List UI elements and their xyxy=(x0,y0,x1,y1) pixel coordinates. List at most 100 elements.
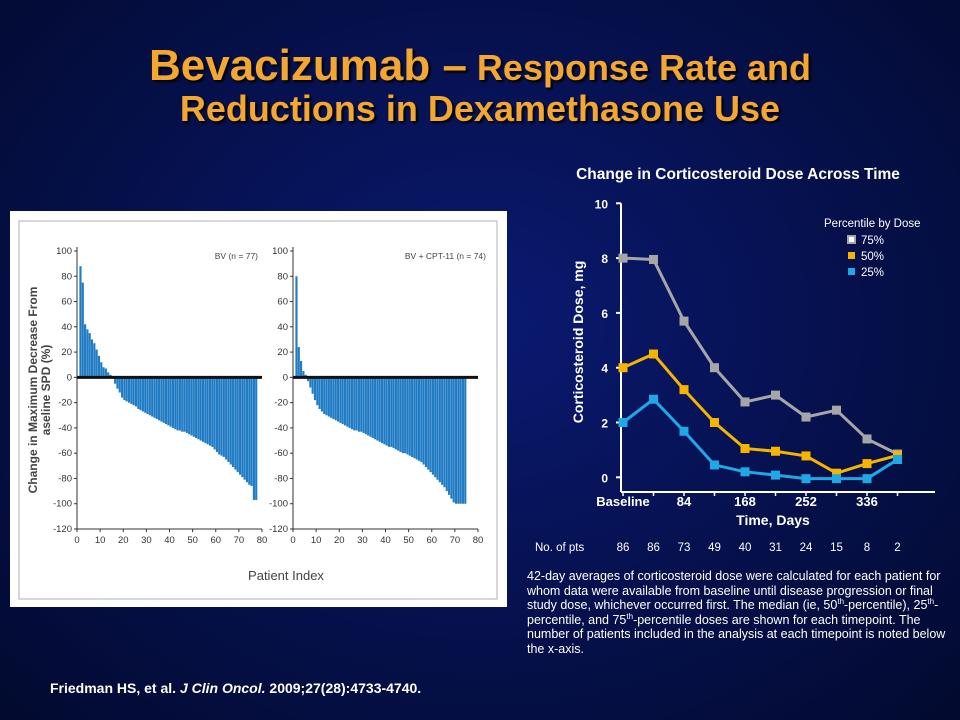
waterfall-bar xyxy=(127,377,131,403)
series-marker-50pct xyxy=(679,385,689,395)
caption-text-3: -percentile, and 75 xyxy=(527,598,939,627)
waterfall-bar xyxy=(371,377,374,439)
waterfall-y-axis-label-line2: aseline SPD (%) xyxy=(39,345,53,436)
waterfall-bar xyxy=(229,377,232,465)
waterfall-bar xyxy=(215,377,218,452)
waterfall-bar xyxy=(204,377,207,444)
caption-text-1: 42-day averages of corticosteroid dose w… xyxy=(527,569,941,612)
waterfall-bar xyxy=(327,377,330,417)
waterfall-x-tick-label: 50 xyxy=(187,535,198,546)
series-line-25pct xyxy=(622,397,899,481)
waterfall-bar xyxy=(454,377,458,504)
waterfall-bar xyxy=(211,377,214,447)
waterfall-bar xyxy=(360,377,363,432)
waterfall-bar xyxy=(443,377,446,488)
waterfall-y-tick-label: -100 xyxy=(269,499,288,510)
waterfall-bar xyxy=(81,282,84,378)
citation: Friedman HS, et al. J Clin Oncol. 2009;2… xyxy=(50,680,421,696)
waterfall-bar xyxy=(337,377,340,422)
series-marker-50pct xyxy=(649,349,659,359)
waterfall-bar xyxy=(364,377,367,435)
waterfall-bar xyxy=(181,377,184,432)
legend-label-75pct: 75% xyxy=(861,235,884,247)
series-marker-75pct xyxy=(679,316,689,326)
waterfall-bar xyxy=(241,377,244,478)
waterfall-bar xyxy=(197,377,200,440)
legend-label-50pct: 50% xyxy=(861,251,884,263)
waterfall-bar xyxy=(325,377,328,416)
waterfall-bar xyxy=(141,377,144,412)
waterfall-x-tick-label: 60 xyxy=(210,535,221,546)
waterfall-x-tick-label: 40 xyxy=(164,535,175,546)
line-y-tick-label: 8 xyxy=(601,252,608,266)
waterfall-x-tick-label: 60 xyxy=(426,535,437,546)
waterfall-bar xyxy=(232,377,235,468)
waterfall-bar xyxy=(118,377,121,393)
line-y-tick-label: 0 xyxy=(601,471,608,485)
citation-authors: Friedman HS, et al. xyxy=(50,680,180,696)
series-marker-75pct xyxy=(801,412,811,422)
waterfall-bar xyxy=(132,377,135,406)
line-y-axis-label: Corticosteroid Dose, mg xyxy=(570,261,586,424)
waterfall-x-tick-label: 0 xyxy=(290,535,295,546)
waterfall-bar xyxy=(86,329,89,378)
line-x-axis-label: Time, Days xyxy=(736,512,810,528)
waterfall-bar xyxy=(399,377,402,452)
waterfall-bar xyxy=(250,377,253,487)
waterfall-bar xyxy=(93,343,96,378)
caption-sup-2: th xyxy=(927,596,935,606)
waterfall-bar xyxy=(367,377,370,436)
citation-details: 2009;27(28):4733-4740. xyxy=(265,680,422,696)
waterfall-y-tick-label: 40 xyxy=(61,322,72,333)
waterfall-x-tick-label: 10 xyxy=(95,535,106,546)
waterfall-bar xyxy=(348,377,351,428)
waterfall-bar xyxy=(334,377,337,421)
waterfall-bar xyxy=(438,377,441,483)
series-marker-50pct xyxy=(740,444,750,454)
waterfall-bar xyxy=(374,377,377,440)
waterfall-x-tick-label: 80 xyxy=(473,535,484,546)
waterfall-bar xyxy=(178,377,181,431)
waterfall-bar xyxy=(114,377,117,384)
waterfall-bar xyxy=(362,377,365,433)
n-patients-value: 73 xyxy=(678,542,691,554)
n-patients-value: 15 xyxy=(830,542,843,554)
waterfall-bar xyxy=(195,377,198,439)
corticosteroid-dose-chart: Change in Corticosteroid Dose Across Tim… xyxy=(535,166,935,554)
waterfall-x-tick-label: 80 xyxy=(257,535,268,546)
waterfall-y-tick-label: 60 xyxy=(277,297,288,308)
waterfall-bar xyxy=(169,377,172,427)
waterfall-bar xyxy=(155,377,158,420)
waterfall-bar xyxy=(302,371,305,378)
waterfall-bar xyxy=(431,377,434,475)
waterfall-panel-label: BV (n = 77) xyxy=(215,251,258,261)
waterfall-bar xyxy=(343,377,347,426)
series-marker-50pct xyxy=(710,418,720,427)
waterfall-bar xyxy=(100,362,103,378)
waterfall-bar xyxy=(306,377,310,382)
caption-text-4: -percentile doses are shown for each tim… xyxy=(527,612,946,656)
waterfall-bar xyxy=(151,377,154,417)
waterfall-bar xyxy=(123,377,126,401)
waterfall-bar xyxy=(199,377,202,441)
waterfall-bar xyxy=(420,377,423,463)
waterfall-bar xyxy=(95,349,98,378)
waterfall-bar xyxy=(162,377,165,423)
waterfall-bar xyxy=(457,377,460,504)
waterfall-bar xyxy=(422,377,425,465)
waterfall-bar xyxy=(411,377,414,457)
waterfall-bar xyxy=(408,377,411,456)
waterfall-bar xyxy=(243,377,246,480)
waterfall-bar xyxy=(353,377,356,431)
waterfall-bar xyxy=(429,377,432,473)
waterfall-bar xyxy=(448,377,451,495)
n-patients-value: 2 xyxy=(894,542,900,554)
waterfall-bar xyxy=(248,377,251,485)
waterfall-bar xyxy=(300,360,303,378)
waterfall-bar xyxy=(206,377,209,445)
waterfall-panel-label: BV + CPT-11 (n = 74) xyxy=(405,251,486,261)
waterfall-bar xyxy=(434,377,437,478)
waterfall-x-tick-label: 20 xyxy=(118,535,129,546)
